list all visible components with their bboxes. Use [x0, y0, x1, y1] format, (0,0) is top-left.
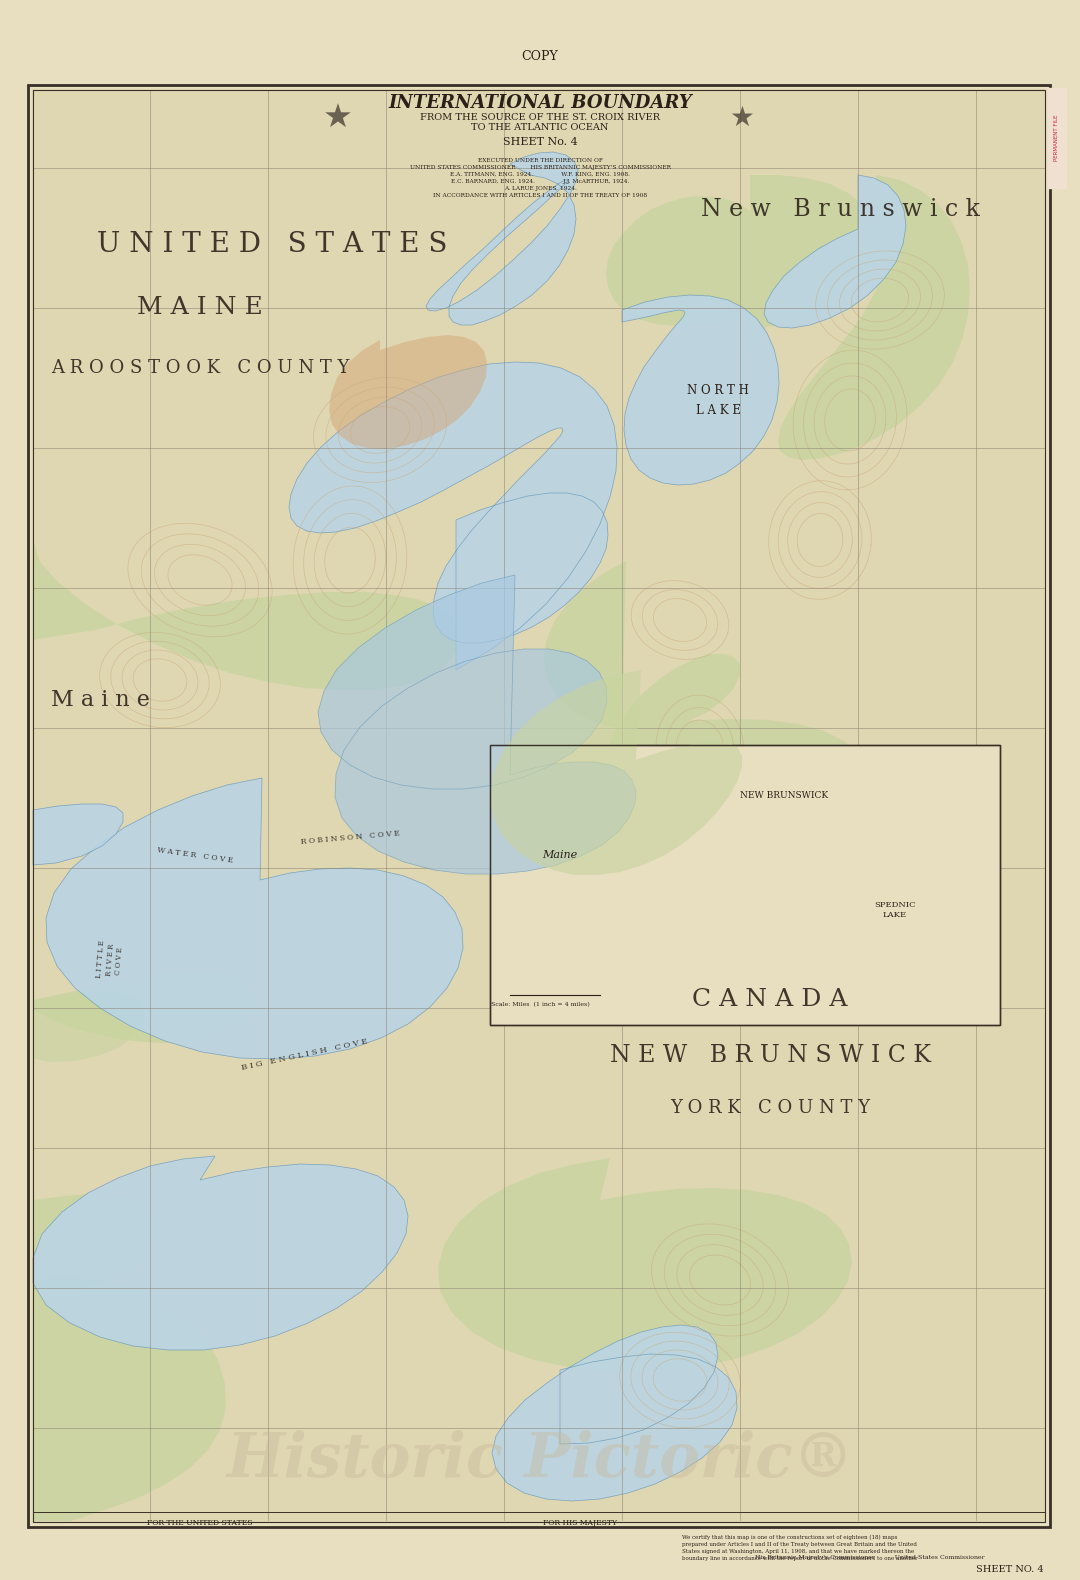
Polygon shape: [606, 175, 876, 352]
Text: PERMANENT FILE: PERMANENT FILE: [1054, 115, 1059, 161]
Text: L A K E: L A K E: [696, 403, 741, 417]
Text: N e w   B r u n s w i c k: N e w B r u n s w i c k: [701, 199, 980, 221]
Polygon shape: [33, 804, 123, 864]
Text: Historic Pictoric®: Historic Pictoric®: [226, 1430, 854, 1490]
Text: NEW BRUNSWICK: NEW BRUNSWICK: [740, 790, 828, 799]
Polygon shape: [490, 670, 742, 875]
Text: A R O O S T O O K   C O U N T Y: A R O O S T O O K C O U N T Y: [51, 359, 349, 378]
Bar: [1048, 88, 1066, 188]
Text: We certify that this map is one of the constructions set of eighteen (18) maps
p: We certify that this map is one of the c…: [683, 1536, 918, 1561]
Text: U N I T E D   S T A T E S: U N I T E D S T A T E S: [97, 232, 447, 259]
Text: W A T E R   C O V E: W A T E R C O V E: [157, 845, 233, 864]
Text: L I T T L E
R I V E R
C O V E: L I T T L E R I V E R C O V E: [95, 940, 125, 980]
Text: R O B I N S O N   C O V E: R O B I N S O N C O V E: [300, 830, 400, 847]
Polygon shape: [33, 1157, 408, 1349]
Polygon shape: [33, 90, 458, 690]
Text: COPY: COPY: [522, 51, 558, 63]
Polygon shape: [622, 295, 779, 485]
Polygon shape: [778, 175, 970, 460]
Text: C A N A D A: C A N A D A: [692, 989, 848, 1011]
Text: M a i n e: M a i n e: [51, 689, 149, 711]
Text: FOR HIS MAJESTY: FOR HIS MAJESTY: [543, 1518, 617, 1526]
Text: SPEDNIC
LAKE: SPEDNIC LAKE: [874, 902, 916, 918]
Polygon shape: [33, 640, 254, 1043]
Text: N E W   B R U N S W I C K: N E W B R U N S W I C K: [609, 1043, 931, 1066]
Polygon shape: [289, 362, 617, 670]
Text: TO THE ATLANTIC OCEAN: TO THE ATLANTIC OCEAN: [471, 123, 609, 133]
Text: His Britannic Majesty's Commissioner          United States Commissioner: His Britannic Majesty's Commissioner Uni…: [755, 1555, 985, 1561]
Polygon shape: [33, 1000, 160, 1289]
Polygon shape: [33, 811, 145, 1062]
Polygon shape: [329, 335, 487, 449]
Polygon shape: [318, 575, 636, 874]
Polygon shape: [426, 152, 578, 325]
Bar: [490, 746, 1000, 1025]
Polygon shape: [33, 1199, 226, 1522]
Polygon shape: [46, 777, 463, 1059]
Text: EXECUTED UNDER THE DIRECTION OF
UNITED STATES COMMISSIONER        HIS BRITANNIC : EXECUTED UNDER THE DIRECTION OF UNITED S…: [409, 158, 671, 198]
Bar: [490, 746, 1000, 1025]
Text: N O R T H: N O R T H: [687, 384, 748, 397]
Text: INTERNATIONAL BOUNDARY: INTERNATIONAL BOUNDARY: [388, 93, 692, 112]
Text: ★: ★: [323, 101, 353, 134]
Text: Maine: Maine: [542, 850, 578, 860]
Text: ★: ★: [730, 104, 755, 133]
Text: B I G   E N G L I S H   C O V E: B I G E N G L I S H C O V E: [241, 1038, 368, 1073]
Polygon shape: [764, 175, 906, 329]
Text: SHEET NO. 4: SHEET NO. 4: [976, 1566, 1043, 1575]
Polygon shape: [438, 1158, 852, 1371]
Polygon shape: [492, 1326, 737, 1501]
Text: FROM THE SOURCE OF THE ST. CROIX RIVER: FROM THE SOURCE OF THE ST. CROIX RIVER: [420, 114, 660, 123]
Text: FOR THE UNITED STATES: FOR THE UNITED STATES: [147, 1518, 253, 1526]
Text: M A I N E: M A I N E: [137, 297, 262, 319]
Polygon shape: [544, 561, 868, 867]
Text: SHEET No. 4: SHEET No. 4: [502, 137, 578, 147]
Text: Scale: Miles  (1 inch = 4 miles): Scale: Miles (1 inch = 4 miles): [490, 1002, 590, 1008]
Text: Y O R K   C O U N T Y: Y O R K C O U N T Y: [670, 1100, 870, 1117]
